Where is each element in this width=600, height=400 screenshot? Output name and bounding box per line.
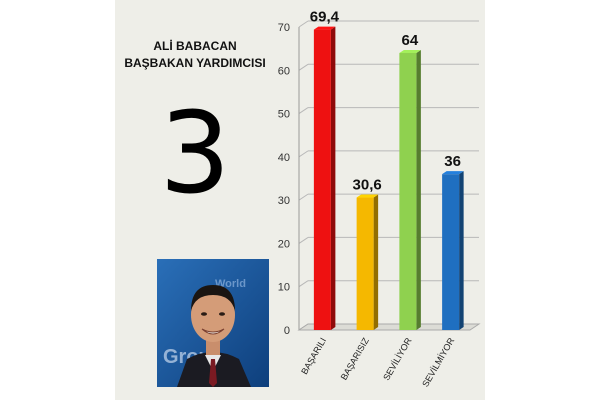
gridline-side bbox=[298, 63, 309, 71]
bar-side bbox=[459, 171, 464, 330]
bar-top bbox=[313, 26, 336, 30]
bar-top bbox=[356, 194, 379, 198]
person-name: ALİ BABACAN bbox=[153, 39, 237, 53]
category-labels: BAŞARILI BAŞARISIZ SEVİLİYOR SEVİLMİYOR bbox=[299, 336, 456, 389]
gridline-side bbox=[298, 20, 309, 28]
data-labels: 69,4 30,6 64 36 bbox=[310, 9, 461, 194]
bars bbox=[313, 26, 464, 331]
bar-2 bbox=[356, 194, 379, 330]
y-tick-label: 70 bbox=[278, 22, 290, 34]
y-tick-label: 0 bbox=[284, 325, 290, 337]
bar-top bbox=[442, 171, 464, 175]
bar-front bbox=[313, 29, 331, 331]
data-label: 69,4 bbox=[310, 9, 340, 26]
person-title: BAŞBAKAN YARDIMCISI bbox=[124, 56, 266, 70]
y-tick-label: 20 bbox=[278, 238, 290, 250]
gridline-side bbox=[298, 193, 309, 201]
gridline-side bbox=[298, 107, 309, 114]
y-tick-label: 30 bbox=[278, 195, 290, 207]
data-label: 30,6 bbox=[353, 177, 382, 194]
gridline-side bbox=[298, 280, 309, 288]
bar-1 bbox=[313, 26, 336, 331]
category-label: SEVİLMİYOR bbox=[420, 336, 456, 389]
bar-top bbox=[399, 49, 421, 53]
portrait-illustration: Grou World bbox=[157, 259, 269, 387]
gridline-side bbox=[298, 150, 309, 158]
bar-front bbox=[442, 174, 460, 330]
y-tick-label: 40 bbox=[278, 152, 290, 164]
data-label: 64 bbox=[402, 32, 419, 49]
category-label: BAŞARILI bbox=[299, 336, 328, 376]
gridline-side bbox=[298, 237, 309, 244]
y-tick-label: 60 bbox=[278, 65, 290, 77]
bar-4 bbox=[442, 171, 464, 330]
category-label: BAŞARISIZ bbox=[339, 336, 371, 382]
bar-side bbox=[373, 194, 379, 330]
bar-front bbox=[356, 197, 374, 330]
category-label: SEVİLİYOR bbox=[381, 336, 414, 383]
y-tick-label: 10 bbox=[278, 282, 290, 294]
bar-front bbox=[399, 52, 417, 330]
portrait-photo: Grou World bbox=[157, 259, 269, 387]
bar-side bbox=[416, 49, 421, 330]
rank-number: 3 bbox=[159, 89, 231, 219]
data-label: 36 bbox=[444, 153, 461, 170]
y-tick-label: 50 bbox=[278, 109, 290, 121]
bar-side bbox=[330, 26, 336, 331]
bar-3 bbox=[399, 49, 421, 330]
y-axis: 0 10 20 30 40 50 60 70 bbox=[278, 22, 300, 337]
chart-header: ALİ BABACAN BAŞBAKAN YARDIMCISI bbox=[120, 38, 270, 72]
